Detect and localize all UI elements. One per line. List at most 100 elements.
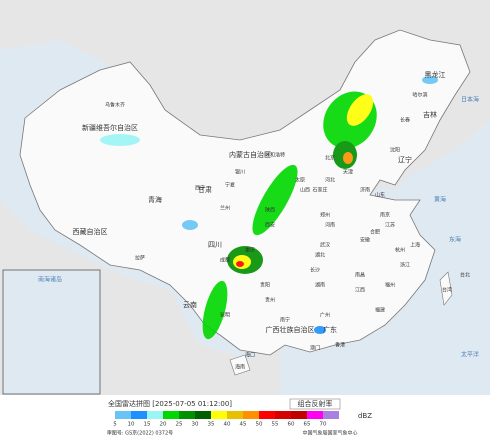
legend-tick-label: 35	[208, 422, 215, 428]
city-label: 长春	[400, 117, 410, 124]
province-label: 西藏自治区	[73, 227, 108, 236]
province-label: 新疆维吾尔自治区	[82, 123, 138, 132]
legend-tick-label: 60	[288, 422, 295, 428]
city-label: 济南	[360, 187, 370, 194]
city-label: 兰州	[220, 205, 230, 212]
province-label: 云南	[183, 300, 197, 309]
city-label: 河北	[325, 177, 335, 184]
legend-tick-label: 45	[240, 422, 247, 428]
product-box	[289, 398, 341, 410]
city-label: 银川	[235, 169, 245, 176]
city-label: 台湾	[442, 287, 452, 294]
city-label: 北京	[325, 155, 335, 162]
city-label: 太原	[295, 177, 305, 184]
legend-tick-label: 15	[144, 422, 151, 428]
city-label: 河南	[325, 222, 335, 229]
ocean-label: 太平洋	[461, 351, 479, 359]
legend-swatch	[163, 411, 179, 419]
legend-tick-label: 50	[256, 422, 263, 428]
legend-swatch	[259, 411, 275, 419]
city-label: 福建	[375, 307, 385, 314]
legend-swatch	[243, 411, 259, 419]
city-label: 陕西	[265, 207, 275, 214]
radar-echoes	[100, 76, 438, 340]
product-label: 组合反射率	[298, 399, 333, 408]
city-label: 江西	[355, 287, 365, 294]
legend-tick-label: 30	[192, 422, 199, 428]
province-label: 广东	[323, 325, 337, 334]
province-label: 黑龙江	[425, 70, 446, 79]
city-label: 乌鲁木齐	[105, 102, 125, 109]
city-label: 山西	[300, 187, 310, 194]
province-label: 辽宁	[398, 155, 412, 164]
city-label: 台北	[460, 272, 470, 279]
province-label: 甘肃	[198, 185, 212, 194]
city-label: 西宁	[195, 185, 205, 192]
province-label: 广西壮族自治区	[266, 325, 315, 334]
city-label: 南宁	[280, 317, 290, 324]
legend-swatch	[291, 411, 307, 419]
city-label: 天津	[343, 169, 353, 176]
city-label: 上海	[410, 242, 420, 249]
city-label: 湖北	[315, 252, 325, 259]
city-label: 长沙	[310, 267, 320, 274]
city-label: 合肥	[370, 229, 380, 236]
legend-swatch	[115, 411, 131, 419]
city-label: 澳门	[310, 345, 320, 352]
city-label: 浙江	[400, 262, 410, 269]
taiwan	[439, 271, 453, 306]
legend-swatch	[227, 411, 243, 419]
legend-tick-label: 10	[128, 422, 135, 428]
city-label: 成都	[220, 257, 230, 264]
city-label: 宁夏	[225, 182, 235, 189]
legend-unit: dBZ	[358, 412, 372, 420]
city-label: 郑州	[320, 212, 330, 219]
province-label: 青海	[148, 195, 162, 204]
legend-swatch	[195, 411, 211, 419]
city-label: 重庆	[245, 247, 255, 254]
south-sea-inset	[2, 269, 101, 395]
source: 中国气象局国家气象中心	[302, 430, 357, 437]
hainan	[229, 354, 251, 376]
city-label: 贵州	[265, 297, 275, 304]
legend-tick-label: 65	[304, 422, 311, 428]
legend-swatch	[147, 411, 163, 419]
city-label: 山东	[375, 192, 385, 199]
ocean-label: 日本海	[461, 96, 479, 104]
city-label: 海南	[235, 364, 245, 371]
legend-swatch	[211, 411, 227, 419]
city-label: 哈尔滨	[412, 92, 427, 99]
legend-swatch	[323, 411, 339, 419]
city-label: 南昌	[355, 272, 365, 279]
city-label: 贵阳	[260, 282, 270, 289]
city-label: 武汉	[320, 242, 330, 249]
ocean-label: 东海	[449, 236, 461, 244]
legend-tick-label: 25	[176, 422, 183, 428]
legend-title: 全国雷达拼图 [2025-07-05 01:12:00]	[108, 399, 232, 408]
legend-tick-label: 5	[113, 422, 117, 428]
legend-tick-label: 70	[320, 422, 327, 428]
city-label: 拉萨	[135, 255, 145, 262]
province-label: 吉林	[423, 110, 437, 119]
city-label: 南京	[380, 212, 390, 219]
city-label: 昆明	[220, 313, 230, 319]
province-label: 内蒙古自治区	[229, 150, 271, 159]
province-label: 四川	[208, 241, 222, 249]
city-label: 广州	[320, 312, 330, 319]
city-label: 杭州	[395, 247, 405, 254]
legend-swatch	[307, 411, 323, 419]
city-label: 海口	[245, 352, 255, 359]
city-label: 呼和浩特	[265, 152, 285, 159]
city-label: 沈阳	[390, 147, 400, 154]
legend-tick-label: 20	[160, 422, 167, 428]
approval-number: 审图号: GS京(2022) 0372号	[107, 430, 173, 437]
legend-tick-label: 55	[272, 422, 279, 428]
city-label: 西安	[265, 222, 275, 229]
city-label: 湖南	[315, 282, 325, 289]
city-label: 石家庄	[312, 187, 327, 194]
city-label: 江苏	[385, 222, 395, 229]
legend-swatch	[275, 411, 291, 419]
city-label: 安徽	[360, 237, 370, 244]
